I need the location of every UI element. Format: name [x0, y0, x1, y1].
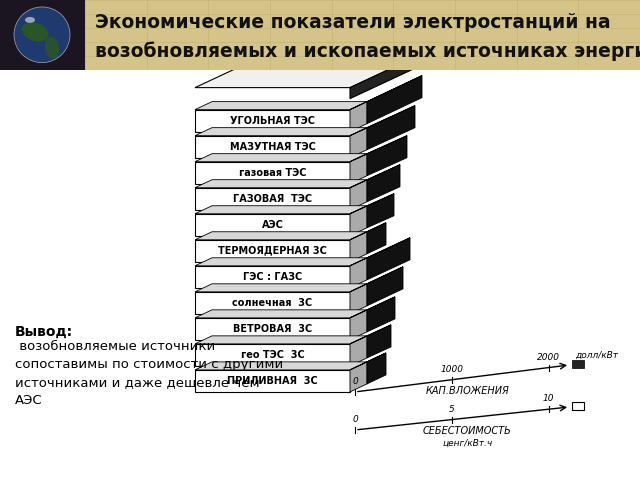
- Polygon shape: [195, 232, 367, 240]
- Polygon shape: [195, 336, 367, 344]
- Polygon shape: [350, 206, 367, 236]
- Polygon shape: [195, 284, 367, 292]
- Text: ВЕТРОВАЯ  3С: ВЕТРОВАЯ 3С: [233, 324, 312, 334]
- Polygon shape: [195, 370, 350, 392]
- Polygon shape: [85, 0, 640, 70]
- Polygon shape: [195, 258, 367, 266]
- Polygon shape: [350, 325, 391, 344]
- Polygon shape: [350, 106, 415, 136]
- Polygon shape: [195, 37, 458, 88]
- Text: 0: 0: [352, 377, 358, 386]
- Polygon shape: [195, 154, 367, 162]
- Text: долл/кВт: долл/кВт: [575, 350, 618, 360]
- Polygon shape: [350, 194, 394, 214]
- Text: солнечная  3С: солнечная 3С: [232, 298, 312, 308]
- Polygon shape: [367, 267, 403, 306]
- Text: ТЕРМОЯДЕРНАЯ 3С: ТЕРМОЯДЕРНАЯ 3С: [218, 246, 327, 256]
- Polygon shape: [195, 109, 350, 132]
- Polygon shape: [367, 297, 395, 332]
- Text: ГЭС : ГАЗС: ГЭС : ГАЗС: [243, 272, 302, 282]
- Polygon shape: [367, 106, 415, 150]
- Polygon shape: [0, 0, 85, 70]
- Polygon shape: [350, 223, 386, 240]
- Bar: [572, 402, 584, 410]
- Text: ПРИЛИВНАЯ  3С: ПРИЛИВНАЯ 3С: [227, 376, 318, 386]
- Polygon shape: [195, 318, 350, 340]
- Text: МАЗУТНАЯ ТЭС: МАЗУТНАЯ ТЭС: [230, 142, 316, 152]
- Polygon shape: [195, 162, 350, 184]
- Ellipse shape: [25, 17, 35, 23]
- Polygon shape: [195, 344, 350, 366]
- Polygon shape: [195, 136, 350, 158]
- Polygon shape: [367, 223, 386, 254]
- Polygon shape: [350, 165, 400, 188]
- Polygon shape: [195, 102, 367, 109]
- Polygon shape: [367, 165, 400, 202]
- Text: 0: 0: [352, 415, 358, 424]
- Polygon shape: [350, 362, 367, 392]
- Polygon shape: [350, 102, 367, 132]
- Polygon shape: [350, 154, 367, 184]
- Polygon shape: [350, 297, 395, 318]
- Polygon shape: [350, 258, 367, 288]
- Circle shape: [14, 7, 70, 63]
- Text: 5: 5: [449, 405, 454, 414]
- Text: 10: 10: [543, 394, 554, 403]
- Polygon shape: [367, 238, 410, 280]
- Polygon shape: [367, 76, 422, 124]
- Polygon shape: [367, 194, 394, 228]
- Polygon shape: [195, 310, 367, 318]
- Text: возобновляемых и ископаемых источниках энергии: возобновляемых и ископаемых источниках э…: [95, 42, 640, 61]
- Polygon shape: [350, 128, 367, 158]
- Polygon shape: [350, 353, 386, 370]
- Text: 2000: 2000: [537, 353, 560, 361]
- Text: возобновляемые источники
сопоставимы по стоимости с другими
источниками и даже д: возобновляемые источники сопоставимы по …: [15, 340, 284, 407]
- Polygon shape: [195, 214, 350, 236]
- Polygon shape: [195, 362, 367, 370]
- Ellipse shape: [22, 22, 49, 41]
- Text: СЕБЕСТОИМОСТЬ: СЕБЕСТОИМОСТЬ: [423, 426, 512, 436]
- Polygon shape: [350, 76, 422, 109]
- Polygon shape: [195, 188, 350, 210]
- Polygon shape: [350, 310, 367, 340]
- Text: 1000: 1000: [440, 365, 463, 374]
- Polygon shape: [195, 206, 367, 214]
- Text: ГАЗОВАЯ  ТЭС: ГАЗОВАЯ ТЭС: [233, 194, 312, 204]
- Polygon shape: [350, 284, 367, 314]
- Polygon shape: [350, 180, 367, 210]
- Text: Вывод:: Вывод:: [15, 325, 73, 339]
- Polygon shape: [195, 240, 350, 262]
- Polygon shape: [350, 238, 410, 266]
- Text: газовая ТЭС: газовая ТЭС: [239, 168, 307, 178]
- Polygon shape: [350, 136, 407, 162]
- Polygon shape: [195, 292, 350, 314]
- Text: гео ТЭС  3С: гео ТЭС 3С: [241, 350, 305, 360]
- Polygon shape: [195, 128, 367, 136]
- Polygon shape: [350, 37, 458, 98]
- Text: КАП.ВЛОЖЕНИЯ: КАП.ВЛОЖЕНИЯ: [426, 386, 509, 396]
- Text: ценг/кВт.ч: ценг/кВт.ч: [442, 438, 493, 447]
- Polygon shape: [350, 267, 403, 292]
- Polygon shape: [195, 266, 350, 288]
- Polygon shape: [367, 136, 407, 176]
- Polygon shape: [367, 353, 386, 384]
- Text: УГОЛЬНАЯ ТЭС: УГОЛЬНАЯ ТЭС: [230, 116, 315, 126]
- Polygon shape: [367, 325, 391, 358]
- Text: Экономические показатели электростанций на: Экономические показатели электростанций …: [95, 13, 611, 32]
- Polygon shape: [350, 232, 367, 262]
- Ellipse shape: [45, 37, 59, 59]
- Bar: [572, 360, 584, 368]
- Polygon shape: [350, 336, 367, 366]
- Text: АЭС: АЭС: [262, 220, 284, 230]
- Polygon shape: [195, 180, 367, 188]
